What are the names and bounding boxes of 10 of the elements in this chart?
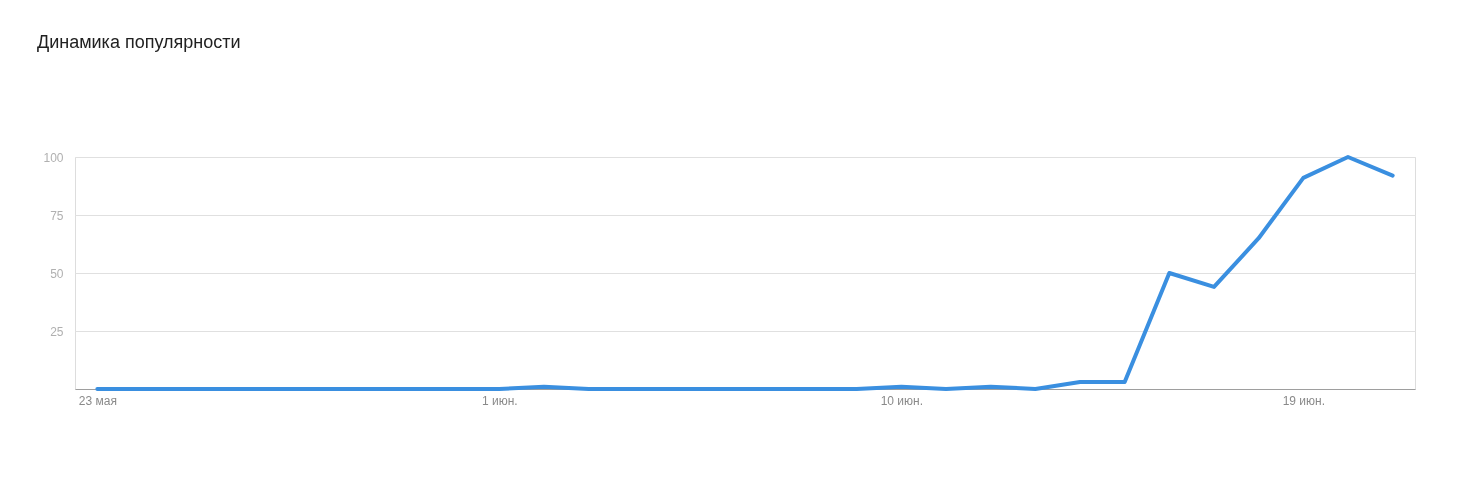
x-tick-label: 19 июн. [1282, 393, 1326, 408]
line-series [95, 155, 1395, 391]
x-tick-label: 10 июн. [880, 393, 924, 408]
y-tick-label: 75 [50, 208, 64, 223]
y-tick-label: 100 [43, 150, 64, 165]
chart-title: Динамика популярности [36, 32, 241, 52]
y-tick-label: 25 [50, 324, 64, 339]
y-tick-label: 50 [50, 266, 64, 281]
x-tick-label: 1 июн. [482, 393, 518, 408]
x-tick-label: 23 мая [78, 393, 117, 408]
